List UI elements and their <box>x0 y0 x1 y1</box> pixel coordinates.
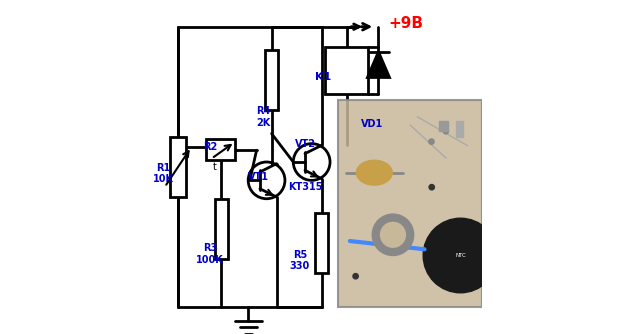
Text: VT2: VT2 <box>294 139 316 149</box>
Bar <box>439 121 447 131</box>
Bar <box>315 213 328 273</box>
Bar <box>338 100 482 307</box>
Text: VT1: VT1 <box>248 172 269 182</box>
Text: t: t <box>213 162 217 172</box>
Bar <box>325 47 369 94</box>
Bar <box>215 199 228 259</box>
Text: R2: R2 <box>203 142 217 152</box>
Text: R1
10K: R1 10K <box>152 163 173 184</box>
Bar <box>456 121 463 138</box>
Circle shape <box>423 218 498 293</box>
Text: R3
100K: R3 100K <box>196 243 224 265</box>
Bar <box>207 139 235 160</box>
Text: KT315: KT315 <box>288 182 322 192</box>
Text: +9В: +9В <box>389 16 423 31</box>
Text: K1: K1 <box>315 72 331 82</box>
Text: R4
2K: R4 2K <box>256 106 270 128</box>
Circle shape <box>353 274 358 279</box>
Bar <box>265 50 278 110</box>
Circle shape <box>429 184 435 190</box>
Bar <box>169 137 186 197</box>
Text: NTC: NTC <box>455 253 466 258</box>
Circle shape <box>372 214 414 256</box>
Text: R5
330: R5 330 <box>290 250 310 271</box>
Ellipse shape <box>357 160 392 185</box>
Polygon shape <box>367 52 389 77</box>
Circle shape <box>381 222 405 247</box>
Circle shape <box>443 129 449 134</box>
Text: VD1: VD1 <box>360 119 383 129</box>
Circle shape <box>429 139 434 144</box>
